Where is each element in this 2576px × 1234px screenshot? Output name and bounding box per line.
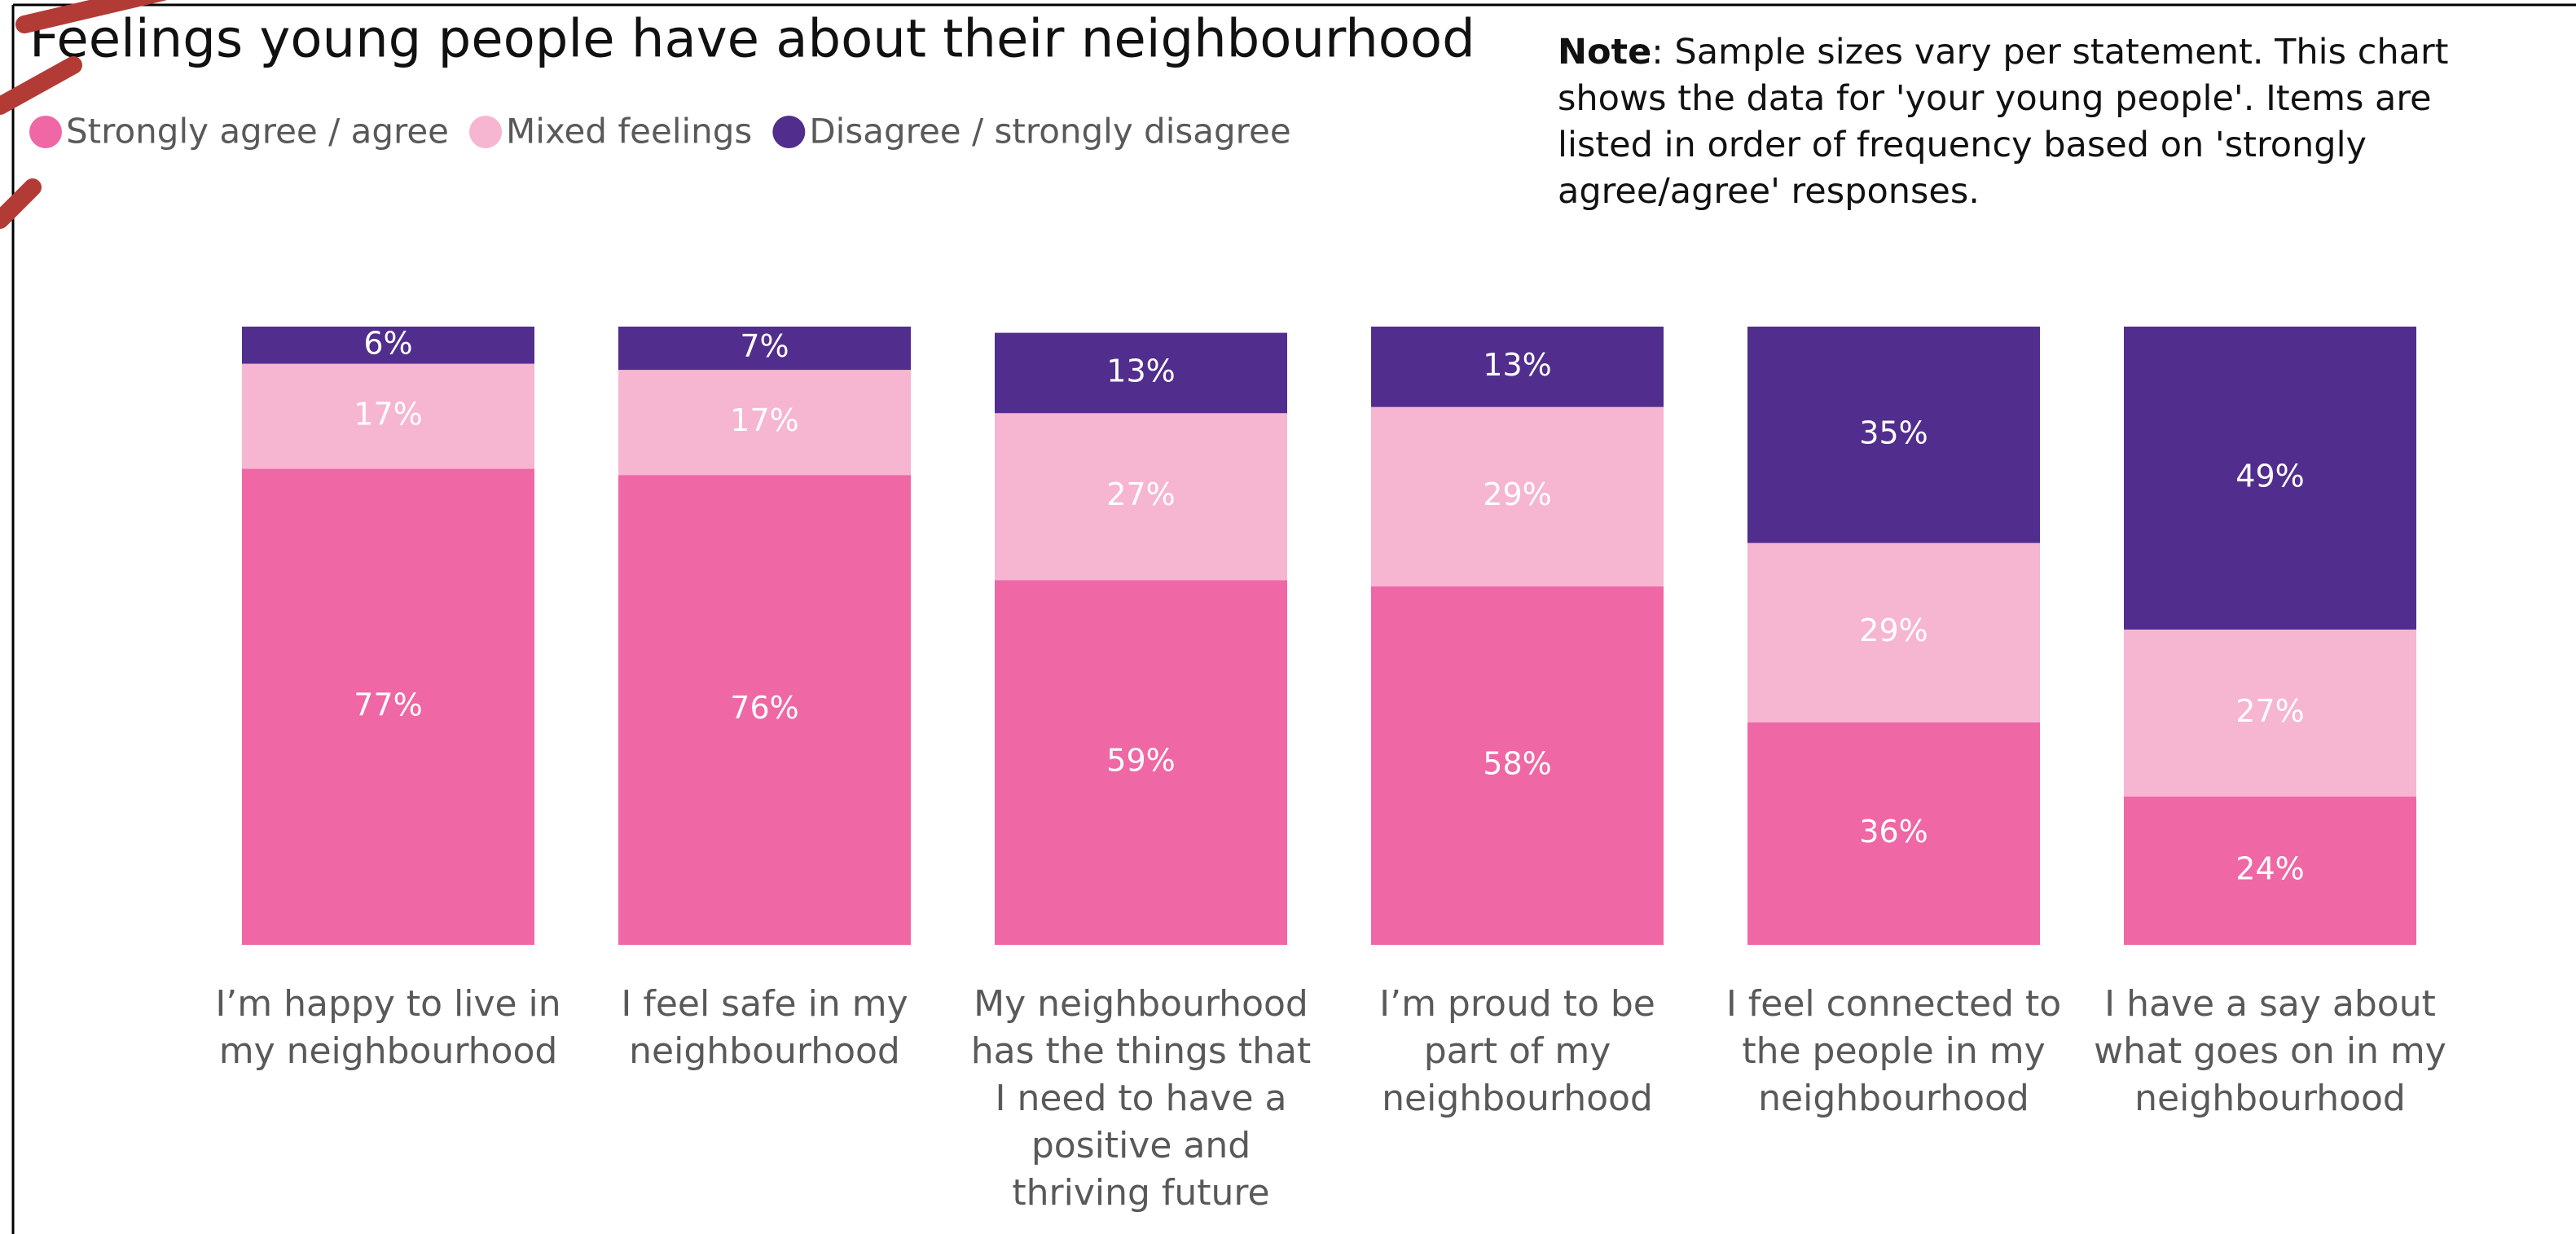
bar-segment bbox=[1371, 586, 1664, 945]
bar-segment bbox=[2124, 629, 2416, 797]
bar-segment bbox=[1371, 406, 1664, 586]
scribble bbox=[0, 0, 167, 229]
legend-swatch bbox=[29, 116, 62, 148]
x-tick-label: I’m happy to live in my neighbourhood bbox=[215, 983, 561, 1072]
x-tick-label: I feel safe in my neighbourhood bbox=[621, 983, 908, 1072]
value-label: 27% bbox=[2235, 693, 2304, 729]
bar-segment bbox=[242, 468, 534, 945]
value-label: 49% bbox=[2235, 458, 2304, 494]
bar-segment bbox=[618, 475, 911, 945]
value-label: 17% bbox=[354, 397, 422, 433]
value-label: 29% bbox=[1483, 476, 1551, 512]
legend-swatch bbox=[772, 116, 806, 148]
bar-segment bbox=[618, 370, 911, 476]
value-label: 36% bbox=[1859, 814, 1928, 850]
value-label: 58% bbox=[1483, 745, 1551, 781]
bar-segment bbox=[1747, 722, 2040, 945]
x-tick-label: I have a say about what goes on in my ne… bbox=[2094, 983, 2446, 1119]
bar-segment bbox=[242, 327, 534, 364]
bar-segment bbox=[995, 580, 1287, 945]
value-label: 59% bbox=[1106, 743, 1175, 779]
legend-label: Strongly agree / agree bbox=[66, 112, 449, 152]
value-label: 17% bbox=[730, 402, 798, 438]
legend-label: Disagree / strongly disagree bbox=[809, 112, 1290, 152]
value-label: 76% bbox=[730, 690, 798, 726]
bar-segment bbox=[242, 363, 534, 469]
bar-segment bbox=[1747, 327, 2040, 543]
value-label: 7% bbox=[740, 328, 789, 364]
value-label: 77% bbox=[354, 687, 422, 722]
chart-title: Feelings young people have about their n… bbox=[29, 10, 1475, 70]
bar-segment bbox=[1371, 327, 1664, 407]
note: Note: Sample sizes vary per statement. T… bbox=[1558, 29, 2535, 215]
value-label: 24% bbox=[2235, 850, 2304, 886]
bar-segment bbox=[2124, 327, 2416, 630]
value-label: 13% bbox=[1483, 347, 1551, 383]
value-label: 29% bbox=[1859, 613, 1928, 648]
bar-segment bbox=[1747, 542, 2040, 722]
bars: 77% 17% 6% 76% 17% 7% 59% 27% 13% 58% 29% 13% 36% 29%… bbox=[242, 325, 2416, 945]
bar-segment bbox=[995, 413, 1287, 581]
legend: Strongly agree / agree Mixed feelings Disa… bbox=[29, 112, 1291, 152]
x-tick-label: I feel connected to the people in my nei… bbox=[1725, 983, 2062, 1119]
x-tick-label: I’m proud to be part of my neighbourhood bbox=[1379, 983, 1655, 1119]
legend-swatch bbox=[469, 116, 503, 148]
x-tick-label: My neighbourhood has the things that I n… bbox=[970, 983, 1312, 1214]
value-label: 27% bbox=[1106, 476, 1175, 512]
legend-label: Mixed feelings bbox=[506, 112, 752, 152]
note-label: Note bbox=[1558, 32, 1652, 72]
bar-segment bbox=[995, 332, 1287, 414]
note-text: : Sample sizes vary per statement. This … bbox=[1558, 32, 2449, 212]
bar-segment bbox=[2124, 796, 2416, 945]
value-label: 13% bbox=[1106, 353, 1175, 389]
bar-segment bbox=[618, 327, 911, 371]
value-label: 35% bbox=[1859, 415, 1928, 450]
value-label: 6% bbox=[363, 325, 412, 361]
